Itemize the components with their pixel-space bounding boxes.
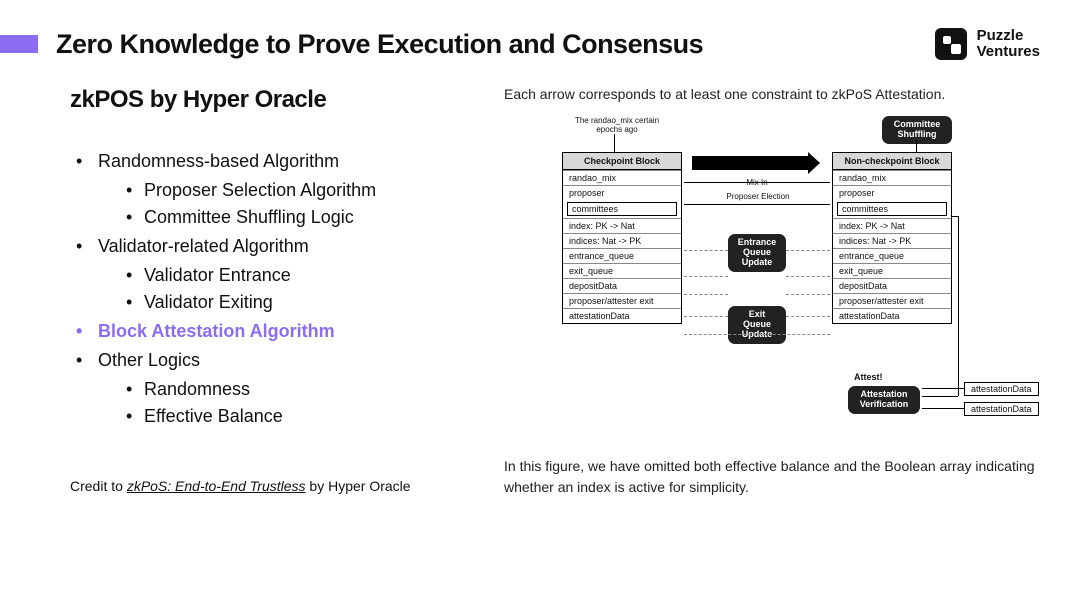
block-row: committees	[567, 202, 677, 216]
diagram-line	[684, 250, 728, 251]
block-row: indices: Nat -> PK	[833, 233, 951, 248]
attest-label: Attest!	[854, 372, 883, 382]
topbar-left: Zero Knowledge to Prove Execution and Co…	[40, 29, 703, 60]
outline-item: Validator-related Algorithm Validator En…	[70, 233, 480, 316]
outline-label: Randomness-based Algorithm	[98, 151, 339, 171]
diagram-line	[684, 276, 728, 277]
outline-item: Randomness-based Algorithm Proposer Sele…	[70, 148, 480, 231]
diagram-line	[786, 294, 830, 295]
proposer-election-label: Proposer Election	[718, 192, 798, 201]
diagram-line	[786, 250, 830, 251]
block-row: proposer	[833, 185, 951, 200]
attestation-verification-pill: Attestation Verification	[848, 386, 920, 414]
block-row: exit_queue	[563, 263, 681, 278]
block-row: randao_mix	[563, 170, 681, 185]
brand-line2: Ventures	[977, 44, 1040, 60]
diagram-line	[922, 396, 958, 397]
credit-prefix: Credit to	[70, 478, 127, 494]
subheading: zkPOS by Hyper Oracle	[70, 86, 480, 114]
big-arrow-icon	[692, 156, 810, 170]
block-header: Non-checkpoint Block	[833, 153, 951, 170]
outline-subitem: Committee Shuffling Logic	[98, 204, 480, 231]
noncheckpoint-block: Non-checkpoint Block randao_mix proposer…	[832, 152, 952, 324]
randao-note: The randao_mix certain epochs ago	[572, 116, 662, 134]
caption-bottom: In this figure, we have omitted both eff…	[504, 456, 1040, 498]
block-row: attestationData	[563, 308, 681, 323]
columns: zkPOS by Hyper Oracle Randomness-based A…	[40, 86, 1040, 498]
accent-tab	[0, 35, 38, 53]
block-row: proposer/attester exit	[563, 293, 681, 308]
block-row: randao_mix	[833, 170, 951, 185]
block-row: committees	[837, 202, 947, 216]
diagram-line	[916, 140, 917, 152]
topbar: Zero Knowledge to Prove Execution and Co…	[40, 28, 1040, 60]
ext-attestation-box: attestationData	[964, 402, 1039, 416]
outline-subitem: Effective Balance	[98, 403, 480, 430]
slide: Zero Knowledge to Prove Execution and Co…	[0, 0, 1080, 608]
checkpoint-block: Checkpoint Block randao_mix proposer com…	[562, 152, 682, 324]
diagram-line	[952, 216, 958, 217]
credit-line: Credit to zkPoS: End-to-End Trustless by…	[70, 478, 480, 494]
outline-list: Randomness-based Algorithm Proposer Sele…	[70, 148, 480, 430]
diagram-line	[614, 134, 615, 152]
block-row: entrance_queue	[833, 248, 951, 263]
credit-suffix: by Hyper Oracle	[306, 478, 411, 494]
diagram-line	[684, 316, 728, 317]
committee-shuffling-pill: Committee Shuffling	[882, 116, 952, 144]
block-row: proposer/attester exit	[833, 293, 951, 308]
diagram-line	[922, 388, 964, 389]
block-row: depositData	[563, 278, 681, 293]
diagram-line	[684, 294, 728, 295]
block-row: proposer	[563, 185, 681, 200]
diagram-line	[922, 408, 964, 409]
slide-title: Zero Knowledge to Prove Execution and Co…	[56, 29, 703, 60]
diagram-line	[958, 216, 959, 396]
block-row: index: PK -> Nat	[563, 218, 681, 233]
outline-subitem: Validator Exiting	[98, 289, 480, 316]
block-row: indices: Nat -> PK	[563, 233, 681, 248]
puzzle-icon	[935, 28, 967, 60]
brand-line1: Puzzle	[977, 28, 1040, 44]
outline-item-highlight: Block Attestation Algorithm	[70, 318, 480, 345]
diagram-wrap: The randao_mix certain epochs ago Checkp…	[504, 116, 1040, 436]
diagram-line	[684, 204, 830, 205]
credit-link: zkPoS: End-to-End Trustless	[127, 478, 306, 494]
entrance-queue-pill: Entrance Queue Update	[728, 234, 786, 272]
block-row: entrance_queue	[563, 248, 681, 263]
outline-subitem: Proposer Selection Algorithm	[98, 177, 480, 204]
brand-text: Puzzle Ventures	[977, 28, 1040, 60]
outline-subitem: Validator Entrance	[98, 262, 480, 289]
outline-label: Validator-related Algorithm	[98, 236, 309, 256]
diagram-line	[684, 334, 830, 335]
outline-label: Other Logics	[98, 350, 200, 370]
block-row: attestationData	[833, 308, 951, 323]
diagram: The randao_mix certain epochs ago Checkp…	[532, 116, 1012, 436]
caption-top: Each arrow corresponds to at least one c…	[504, 86, 1040, 102]
outline-label: Block Attestation Algorithm	[98, 321, 335, 341]
block-row: depositData	[833, 278, 951, 293]
block-row: exit_queue	[833, 263, 951, 278]
block-header: Checkpoint Block	[563, 153, 681, 170]
diagram-line	[786, 316, 830, 317]
left-column: zkPOS by Hyper Oracle Randomness-based A…	[40, 86, 480, 498]
brand: Puzzle Ventures	[935, 28, 1040, 60]
right-column: Each arrow corresponds to at least one c…	[504, 86, 1040, 498]
diagram-line	[786, 276, 830, 277]
ext-attestation-box: attestationData	[964, 382, 1039, 396]
outline-subitem: Randomness	[98, 376, 480, 403]
diagram-line	[684, 182, 830, 183]
exit-queue-pill: Exit Queue Update	[728, 306, 786, 344]
outline-item: Other Logics Randomness Effective Balanc…	[70, 347, 480, 430]
block-row: index: PK -> Nat	[833, 218, 951, 233]
